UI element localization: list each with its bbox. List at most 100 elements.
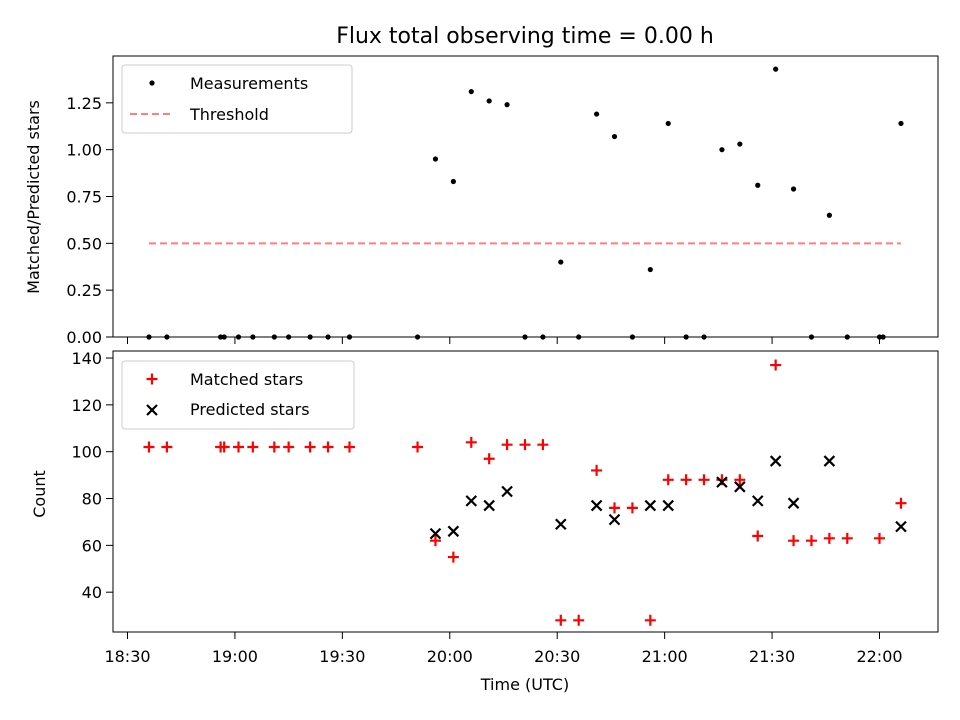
bottom-x-tick-label: 21:00 bbox=[642, 647, 688, 666]
bottom-y-tick-label: 100 bbox=[71, 443, 102, 462]
measurement-point bbox=[504, 102, 510, 108]
bottom-legend-box bbox=[121, 360, 355, 430]
bottom-y-tick-label: 140 bbox=[71, 349, 102, 368]
matched-star-point bbox=[412, 441, 424, 453]
matched-star-point bbox=[344, 441, 356, 453]
predicted-star-point bbox=[501, 485, 513, 498]
matched-star-point bbox=[805, 535, 817, 547]
measurements-legend-marker bbox=[149, 80, 155, 86]
predicted-star-point bbox=[465, 495, 478, 507]
matched-star-point bbox=[143, 441, 155, 453]
top-plot-frame bbox=[112, 55, 939, 338]
bottom-y-tick-label: 120 bbox=[71, 396, 102, 415]
predicted-star-point bbox=[751, 495, 764, 507]
matched-star-point bbox=[680, 474, 692, 486]
predicted-star-point bbox=[787, 497, 800, 509]
matched-star-point bbox=[268, 441, 280, 453]
matched-star-point bbox=[752, 530, 764, 542]
matched-star-point bbox=[447, 551, 459, 563]
predicted-star-point bbox=[555, 518, 567, 531]
matched-star-point bbox=[841, 532, 853, 544]
matched-star-point bbox=[247, 441, 259, 453]
matched-star-point bbox=[874, 532, 885, 544]
matched-star-point bbox=[823, 532, 835, 544]
matched-stars-points bbox=[143, 359, 907, 626]
bottom-y-axis-label: Count bbox=[30, 470, 49, 518]
matched-star-point bbox=[770, 359, 782, 371]
matched-star-point bbox=[895, 497, 907, 509]
matched-star-point bbox=[519, 439, 531, 451]
predicted-star-point bbox=[608, 513, 621, 526]
matched-star-point bbox=[429, 535, 441, 547]
matched-star-point bbox=[698, 474, 710, 486]
bottom-y-tick-label: 60 bbox=[82, 536, 102, 555]
top-y-tick-label: 1.00 bbox=[66, 141, 102, 160]
top-y-tick-label: 0.50 bbox=[66, 234, 102, 253]
matched-star-point bbox=[555, 614, 567, 626]
measurement-point bbox=[432, 156, 439, 162]
matched-star-point bbox=[734, 474, 746, 486]
matched-star-point bbox=[322, 441, 334, 453]
measurement-point bbox=[898, 120, 904, 127]
top-legend-box bbox=[121, 64, 353, 134]
threshold-legend-label: Threshold bbox=[189, 105, 269, 124]
predicted-star-point bbox=[734, 481, 746, 493]
bottom-panel: 40 60 80 100 120 140 18:30 19:00 19:30 20:00 20:3… bbox=[30, 349, 939, 694]
top-y-axis-ticks: 0.00 0.25 0.50 0.75 1.00 1.25 bbox=[66, 94, 113, 347]
predicted-stars-legend-label: Predicted stars bbox=[190, 400, 310, 419]
measurement-point bbox=[755, 182, 761, 188]
bottom-x-tick-label: 20:00 bbox=[427, 647, 473, 666]
matched-star-point bbox=[591, 464, 603, 476]
matched-star-point bbox=[501, 439, 513, 451]
predicted-star-point bbox=[716, 476, 728, 488]
predicted-star-point bbox=[483, 499, 495, 512]
predicted-star-point bbox=[769, 455, 782, 467]
measurement-point bbox=[665, 120, 671, 127]
matched-star-point bbox=[283, 441, 295, 453]
bottom-x-tick-label: 19:30 bbox=[319, 647, 365, 666]
matched-star-point bbox=[304, 441, 316, 453]
predicted-star-point bbox=[895, 520, 907, 533]
predicted-star-point bbox=[644, 499, 657, 512]
measurement-point bbox=[737, 141, 743, 147]
bottom-x-tick-label: 18:30 bbox=[104, 647, 150, 666]
bottom-y-tick-label: 40 bbox=[82, 583, 102, 602]
matched-star-point bbox=[483, 453, 495, 465]
measurement-point bbox=[719, 147, 725, 153]
top-panel: 0.00 0.25 0.50 0.75 1.00 1.25 Matched/Predict… bbox=[24, 55, 939, 347]
measurement-point bbox=[647, 266, 653, 273]
bottom-x-tick-label: 21:30 bbox=[749, 647, 795, 666]
predicted-stars-legend-marker bbox=[146, 404, 158, 416]
bottom-x-tick-label: 19:00 bbox=[212, 647, 258, 666]
matched-star-point bbox=[788, 535, 800, 547]
bottom-x-axis-ticks: 18:30 19:00 19:30 20:00 20:30 21:00 21:30 22:00 bbox=[104, 632, 903, 666]
bottom-x-tick-label: 22:00 bbox=[856, 647, 902, 666]
measurement-point bbox=[450, 178, 456, 185]
matched-star-point bbox=[218, 441, 230, 453]
bottom-x-axis-label: Time (UTC) bbox=[480, 675, 569, 694]
measurement-point bbox=[790, 186, 797, 192]
measurement-point bbox=[558, 259, 564, 265]
predicted-star-point bbox=[662, 499, 675, 512]
matched-star-point bbox=[573, 614, 585, 626]
predicted-stars-points bbox=[429, 455, 907, 540]
predicted-star-point bbox=[590, 499, 603, 512]
measurements-legend-label: Measurements bbox=[190, 74, 308, 93]
predicted-star-point bbox=[823, 455, 836, 467]
matched-star-point bbox=[465, 436, 477, 448]
top-y-axis-label: Matched/Predicted stars bbox=[24, 100, 43, 294]
measurement-point bbox=[611, 133, 618, 140]
bottom-x-tick-label: 20:30 bbox=[534, 647, 580, 666]
bottom-legend: Matched stars Predicted stars bbox=[121, 360, 355, 430]
bottom-plot-frame bbox=[112, 350, 939, 633]
matched-star-point bbox=[609, 502, 621, 514]
bottom-y-tick-label: 80 bbox=[82, 490, 102, 509]
matched-stars-legend-label: Matched stars bbox=[190, 370, 303, 389]
matched-star-point bbox=[644, 614, 656, 626]
top-y-tick-label: 0.00 bbox=[66, 328, 102, 347]
measurement-point bbox=[468, 88, 474, 95]
measurement-point bbox=[773, 66, 779, 72]
matched-star-point bbox=[161, 441, 173, 453]
measurement-point bbox=[826, 212, 832, 218]
